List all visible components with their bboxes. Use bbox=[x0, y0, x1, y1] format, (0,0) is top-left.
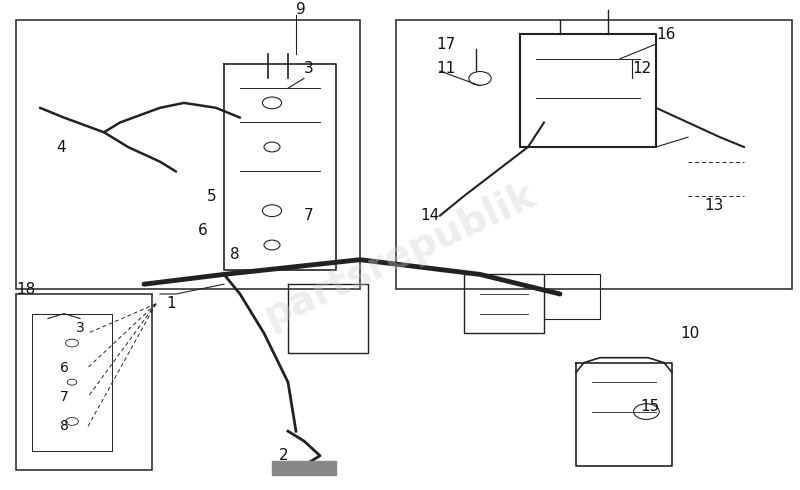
Text: 5: 5 bbox=[206, 189, 216, 203]
Text: 11: 11 bbox=[437, 61, 456, 76]
Text: 8: 8 bbox=[60, 419, 69, 433]
Text: partsrepublik: partsrepublik bbox=[258, 175, 542, 335]
Text: 8: 8 bbox=[230, 247, 240, 262]
Text: 1: 1 bbox=[166, 296, 176, 311]
Text: 9: 9 bbox=[296, 2, 306, 17]
Text: 4: 4 bbox=[56, 140, 66, 154]
Text: 3: 3 bbox=[304, 61, 314, 76]
Text: 2: 2 bbox=[278, 448, 288, 463]
Text: 17: 17 bbox=[437, 37, 456, 51]
Text: 7: 7 bbox=[304, 208, 314, 223]
Text: 12: 12 bbox=[632, 61, 651, 76]
Text: 16: 16 bbox=[656, 27, 675, 42]
Text: 14: 14 bbox=[421, 208, 440, 223]
Text: 6: 6 bbox=[198, 223, 208, 238]
Text: 6: 6 bbox=[60, 361, 69, 374]
Text: 7: 7 bbox=[60, 390, 69, 404]
Text: 15: 15 bbox=[640, 399, 659, 414]
Text: 10: 10 bbox=[680, 326, 699, 341]
Text: 3: 3 bbox=[76, 321, 85, 335]
Text: 13: 13 bbox=[704, 198, 723, 213]
Polygon shape bbox=[272, 461, 336, 475]
Text: 18: 18 bbox=[16, 282, 35, 296]
